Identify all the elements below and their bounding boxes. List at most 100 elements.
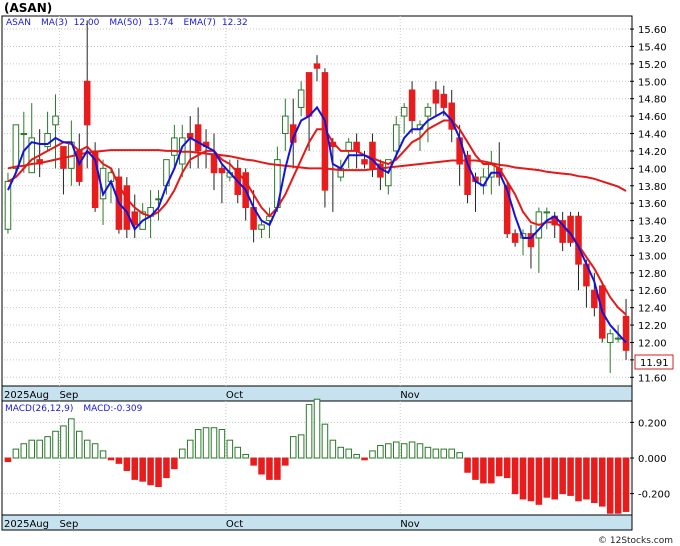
last-price-box — [634, 354, 674, 370]
candle-body-down — [511, 233, 519, 243]
macd-date-strip — [1, 514, 633, 531]
candle-body-up — [392, 124, 400, 152]
candle-body-down — [503, 185, 511, 235]
candle-body-up — [28, 137, 36, 174]
macd-bar-positive — [179, 448, 186, 459]
candle-body-down — [575, 215, 582, 265]
price-tick-label: 15.00 — [638, 77, 667, 88]
chart-title: (ASAN) — [4, 1, 52, 15]
macd-histogram — [4, 398, 630, 514]
price-tick-label: 13.20 — [638, 234, 667, 245]
candle — [194, 107, 202, 169]
price-tick-label: 14.60 — [638, 112, 667, 123]
macd-bar-positive — [210, 427, 218, 459]
macd-bar-negative — [163, 457, 170, 479]
candle — [400, 103, 408, 134]
macd-legend-value-label: MACD: — [83, 404, 113, 414]
macd-bar-positive — [337, 446, 345, 459]
macd-legend-label: MACD(26,12,9) — [5, 404, 73, 414]
candle — [392, 116, 400, 160]
macd-bar-negative — [139, 457, 146, 482]
macd-bar-positive — [321, 423, 329, 459]
macd-bar-positive — [226, 439, 234, 459]
macd-bar-positive — [305, 404, 313, 459]
macd-bar-positive — [353, 453, 360, 459]
date-label: 2025Aug — [4, 519, 49, 530]
candle — [527, 224, 535, 269]
candle — [297, 81, 305, 117]
macd-bar-positive — [68, 418, 75, 459]
candle-body-down — [591, 289, 598, 309]
candle — [622, 298, 630, 360]
candle-body-down — [131, 211, 139, 226]
macd-bar-negative — [4, 457, 12, 463]
candle-body-down — [440, 93, 448, 108]
macd-bar-positive — [12, 448, 20, 459]
candle-body-up — [345, 141, 352, 152]
macd-bar-positive — [194, 429, 202, 459]
macd-bar-negative — [250, 457, 257, 466]
macd-bar-positive — [91, 443, 99, 459]
date-label: Nov — [400, 390, 420, 401]
candle — [12, 124, 20, 173]
candle-body-up — [606, 333, 614, 343]
candle-body-up — [171, 137, 178, 156]
price-tick-label: 12.60 — [638, 286, 667, 297]
macd-bar-negative — [567, 457, 574, 496]
macd-bar-positive — [234, 446, 242, 459]
candle-body-down — [408, 89, 416, 121]
macd-bar-positive — [432, 448, 440, 459]
legend-ema7-value: 12.32 — [222, 18, 248, 28]
candle-body-up — [20, 133, 28, 136]
price-tick-label: 12.00 — [638, 338, 667, 349]
moving-average-lines — [7, 105, 627, 344]
macd-bar-negative — [266, 457, 273, 480]
macd-bar-positive — [83, 439, 91, 459]
macd-bar-negative — [606, 457, 614, 514]
macd-bar-negative — [155, 457, 162, 487]
price-tick-label: 15.40 — [638, 42, 667, 53]
candle — [361, 150, 368, 169]
macd-bar-positive — [76, 430, 83, 459]
candle-body-up — [400, 106, 408, 117]
price-tick-label: 13.00 — [638, 251, 667, 262]
candle — [408, 81, 416, 134]
candle-body-down — [369, 141, 376, 169]
macd-bar-positive — [20, 443, 28, 459]
price-tick-label: 14.40 — [638, 130, 667, 141]
macd-bar-negative — [115, 457, 123, 464]
candle-body-down — [527, 233, 535, 248]
candle — [559, 211, 566, 252]
macd-bar-negative — [551, 457, 558, 500]
macd-bar-negative — [464, 457, 471, 473]
macd-bar-negative — [503, 457, 511, 479]
candle — [123, 177, 131, 238]
macd-bar-negative — [480, 457, 487, 484]
macd-bar-positive — [456, 452, 463, 459]
price-tick-label: 13.60 — [638, 199, 667, 210]
legend-ema7-label: EMA(7) — [184, 18, 216, 28]
legend-ma3-label: MA(3) — [41, 18, 68, 28]
macd-bar-positive — [202, 427, 210, 459]
macd-bar-positive — [392, 441, 400, 459]
macd-tick-label: 0.000 — [638, 454, 667, 465]
macd-bar-negative — [622, 457, 630, 512]
macd-bar-negative — [361, 457, 368, 461]
macd-bar-positive — [408, 441, 416, 459]
candle-body-down — [432, 89, 440, 104]
macd-bar-negative — [614, 457, 622, 514]
macd-bar-positive — [416, 443, 424, 459]
price-tick-label: 13.80 — [638, 182, 667, 193]
price-tick-label: 14.80 — [638, 95, 667, 106]
macd-bar-negative — [598, 457, 606, 507]
macd-bar-negative — [147, 457, 154, 486]
price-tick-label: 12.40 — [638, 304, 667, 315]
candle — [432, 81, 440, 117]
candle — [282, 98, 289, 151]
candle-body-up — [614, 337, 622, 340]
candle-body-down — [559, 220, 566, 243]
macd-bar-negative — [282, 457, 289, 466]
candle — [28, 103, 36, 174]
